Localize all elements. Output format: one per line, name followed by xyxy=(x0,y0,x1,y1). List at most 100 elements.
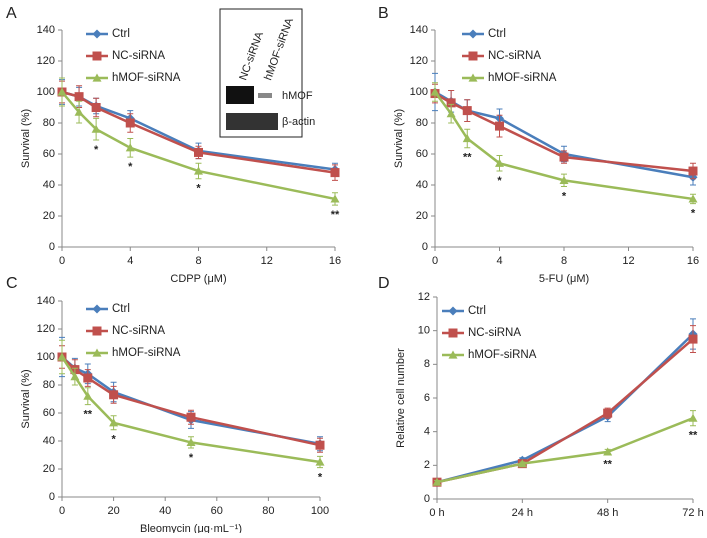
y-tick-label: 80 xyxy=(43,379,55,391)
y-tick-label: 0 xyxy=(422,241,428,253)
y-tick-label: 120 xyxy=(37,323,55,335)
significance-mark: * xyxy=(497,175,502,187)
series-line xyxy=(61,91,336,201)
series-line xyxy=(434,90,694,179)
legend-label: NC-siRNA xyxy=(468,327,521,339)
x-tick-label: 16 xyxy=(329,255,341,267)
significance-mark: ** xyxy=(689,430,698,442)
x-tick-label: 20 xyxy=(107,505,119,517)
marker xyxy=(57,87,67,96)
inset-row-label: β-actin xyxy=(282,116,315,128)
y-tick-label: 20 xyxy=(43,463,55,475)
marker xyxy=(92,51,102,61)
legend-label: NC-siRNA xyxy=(112,50,165,62)
x-tick-label: 40 xyxy=(159,505,171,517)
y-tick-label: 0 xyxy=(49,491,55,503)
marker xyxy=(74,92,84,102)
y-axis-label: Survival (%) xyxy=(20,369,32,428)
y-tick-label: 2 xyxy=(424,459,430,471)
x-axis-label: Bleomycin (μg·mL⁻¹) xyxy=(140,523,242,533)
legend-label: hMOF-siRNA xyxy=(112,347,181,359)
y-tick-label: 140 xyxy=(37,24,55,36)
y-tick-label: 40 xyxy=(416,179,428,191)
series-line xyxy=(436,417,694,484)
panel: B 0 20 40 60 80 100 120 140 0 4 8 12 16 5-FU (μM) Survi… xyxy=(378,5,699,285)
marker xyxy=(91,103,101,112)
significance-mark: * xyxy=(318,472,323,484)
marker xyxy=(186,437,196,446)
marker xyxy=(688,334,698,344)
marker xyxy=(468,29,478,39)
y-tick-label: 0 xyxy=(424,493,430,505)
marker xyxy=(194,166,203,175)
y-tick-label: 60 xyxy=(416,148,428,160)
x-tick-label: 80 xyxy=(262,505,274,517)
marker xyxy=(448,350,458,359)
marker xyxy=(603,408,613,418)
x-tick-label: 4 xyxy=(496,255,502,267)
marker xyxy=(688,413,698,422)
x-tick-label: 0 h xyxy=(429,507,444,519)
marker xyxy=(448,328,458,338)
x-tick-label: 12 xyxy=(622,255,634,267)
marker xyxy=(448,306,458,316)
significance-mark: * xyxy=(111,434,116,446)
legend-label: hMOF-siRNA xyxy=(488,72,557,84)
x-tick-label: 72 h xyxy=(682,507,703,519)
legend-label: hMOF-siRNA xyxy=(468,349,537,361)
marker xyxy=(330,194,340,203)
marker xyxy=(92,304,102,314)
marker xyxy=(92,326,102,336)
x-tick-label: 24 h xyxy=(512,507,533,519)
legend-label: hMOF-siRNA xyxy=(112,72,181,84)
y-axis-label: Relative cell number xyxy=(395,348,407,448)
y-tick-label: 140 xyxy=(410,24,428,36)
marker xyxy=(109,390,119,400)
legend-label: Ctrl xyxy=(468,305,486,317)
significance-mark: * xyxy=(562,190,567,202)
x-axis-label: 5-FU (μM) xyxy=(539,273,589,285)
y-tick-label: 12 xyxy=(418,291,430,303)
series-line xyxy=(433,91,694,201)
y-tick-label: 4 xyxy=(424,426,430,438)
series-line xyxy=(61,356,321,446)
marker xyxy=(432,477,442,486)
y-tick-label: 20 xyxy=(416,210,428,222)
x-tick-label: 0 xyxy=(59,505,65,517)
western-blot-inset: NC-siRNA hMOF-siRNA hMOF β-actin xyxy=(219,8,315,138)
inset-row-label: hMOF xyxy=(282,90,313,102)
marker xyxy=(430,87,440,96)
blot-band xyxy=(226,113,278,130)
marker xyxy=(468,73,478,82)
marker xyxy=(70,372,80,381)
panel: D 0 2 4 6 8 10 12 0 h 24 h 48 h 72 h Relative cell n… xyxy=(378,275,704,519)
y-tick-label: 6 xyxy=(424,392,430,404)
panel: A 0 20 40 60 80 100 120 140 0 4 8 12 16 CDPP (μM) Survi… xyxy=(6,5,341,285)
y-axis-label: Survival (%) xyxy=(20,109,32,168)
x-tick-label: 0 xyxy=(432,255,438,267)
marker xyxy=(92,73,102,82)
legend-label: Ctrl xyxy=(112,28,130,40)
significance-mark: ** xyxy=(331,209,340,221)
significance-mark: * xyxy=(196,183,201,195)
marker xyxy=(83,373,93,383)
panel-letter: D xyxy=(378,275,390,292)
panel-letter: B xyxy=(378,5,389,22)
marker xyxy=(446,98,456,108)
panel: C 0 20 40 60 80 100 120 140 0 20 40 60 80 100 Bleomycin… xyxy=(6,275,329,535)
blot-band xyxy=(258,93,272,98)
legend-label: NC-siRNA xyxy=(488,50,541,62)
y-tick-label: 20 xyxy=(43,210,55,222)
marker xyxy=(495,121,504,131)
x-tick-label: 48 h xyxy=(597,507,618,519)
marker xyxy=(92,348,102,357)
panel-letter: A xyxy=(6,5,17,22)
marker xyxy=(125,118,135,128)
legend-label: NC-siRNA xyxy=(112,325,165,337)
y-tick-label: 140 xyxy=(37,295,55,307)
marker xyxy=(688,166,698,176)
x-tick-label: 16 xyxy=(687,255,699,267)
x-tick-label: 100 xyxy=(311,505,329,517)
marker xyxy=(559,175,569,184)
marker xyxy=(125,143,135,152)
